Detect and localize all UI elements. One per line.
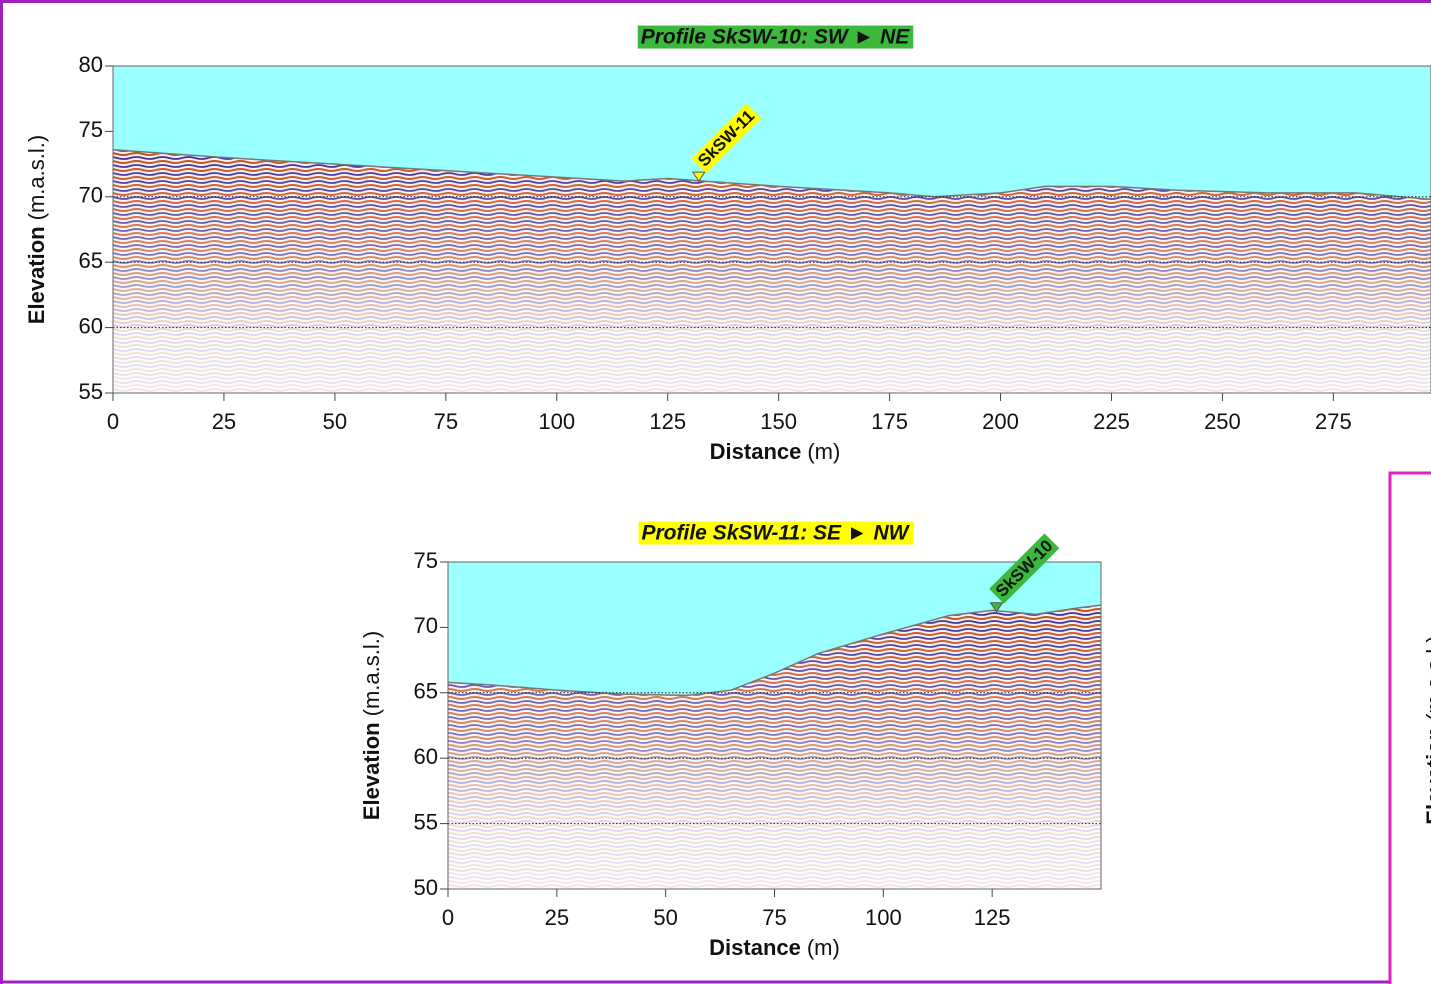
y-tick-label: 60 — [79, 313, 103, 338]
x-tick-label: 225 — [1093, 409, 1130, 434]
x-tick-label: 150 — [760, 409, 797, 434]
marker-label-bg — [989, 533, 1060, 604]
y-tick-label: 75 — [79, 117, 103, 142]
x-tick-label: 275 — [1315, 409, 1352, 434]
x-tick-label: 100 — [865, 905, 902, 930]
x-unit: (m) — [807, 439, 840, 464]
y-tick-label: 70 — [79, 183, 103, 208]
y-label: Elevation — [359, 722, 384, 820]
x-tick-label: 75 — [434, 409, 458, 434]
marker — [691, 171, 706, 183]
y-tick-label: 70 — [414, 613, 438, 638]
y-tick-label: 75 — [414, 548, 438, 573]
y-tick-label: 55 — [414, 809, 438, 834]
x-tick-label: 50 — [653, 905, 677, 930]
y-axis-label: Elevation (m.a.s.l.) — [359, 631, 384, 820]
marker — [989, 602, 1004, 613]
surface-line — [112, 148, 1431, 201]
x-tick-label: 250 — [1204, 409, 1241, 434]
x-tick-label: 50 — [323, 409, 347, 434]
side-panel-border — [1388, 471, 1431, 984]
x-tick-label: 125 — [974, 905, 1011, 930]
y-tick-label: 60 — [414, 744, 438, 769]
x-tick-label: 0 — [107, 409, 119, 434]
x-tick-label: 200 — [982, 409, 1019, 434]
side-ylabel: Elevation — [1422, 727, 1431, 825]
x-label: Distance — [709, 935, 801, 960]
y-unit: (m.a.s.l.) — [24, 135, 49, 221]
y-unit: (m.a.s.l.) — [359, 631, 384, 717]
marker-label-bg — [691, 103, 761, 174]
x-tick-label: 0 — [442, 905, 454, 930]
subsurface-fade — [448, 605, 1101, 889]
y-tick-label: 55 — [79, 379, 103, 404]
x-unit: (m) — [807, 935, 840, 960]
surface-line — [447, 604, 1102, 697]
plot-frame — [112, 65, 1431, 394]
chart-title: Profile SkSW-10: SW ► NE — [641, 26, 911, 49]
subsurface-fade — [113, 149, 1431, 393]
x-label: Distance — [710, 439, 802, 464]
x-tick-label: 175 — [871, 409, 908, 434]
x-tick-label: 25 — [545, 905, 569, 930]
y-tick-label: 65 — [79, 248, 103, 273]
side-yunit: (m.a.s.l.) — [1422, 635, 1431, 721]
x-tick-label: 100 — [538, 409, 575, 434]
x-axis-label: Distance (m) — [709, 935, 840, 960]
x-tick-label: 25 — [212, 409, 236, 434]
title-bg — [637, 25, 914, 49]
x-tick-label: 75 — [762, 905, 786, 930]
title-bg — [638, 521, 914, 545]
y-tick-label: 65 — [414, 679, 438, 704]
y-label: Elevation — [24, 226, 49, 324]
chart-title: Profile SkSW-11: SE ► NW — [642, 522, 911, 545]
y-axis-label: Elevation (m.a.s.l.) — [24, 135, 49, 324]
x-axis-label: Distance (m) — [710, 439, 841, 464]
y-tick-label: 50 — [414, 875, 438, 900]
side-axis-label: Elevation (m.a.s.l.) — [1422, 635, 1431, 824]
y-tick-label: 80 — [79, 52, 103, 77]
x-tick-label: 125 — [649, 409, 686, 434]
